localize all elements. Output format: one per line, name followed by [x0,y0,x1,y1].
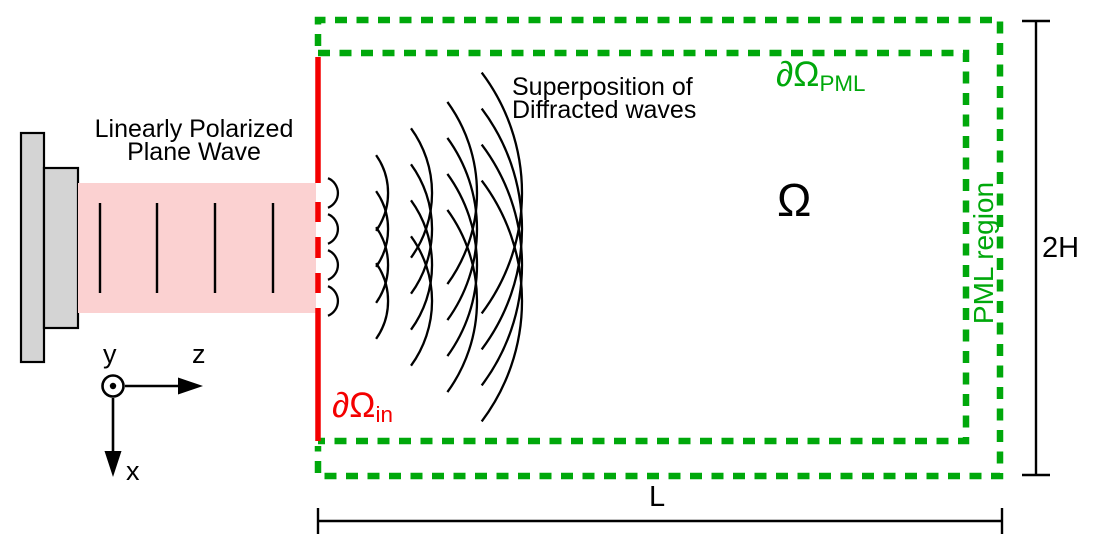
diffracted-wave-arc [327,177,340,209]
pml-boundary-label: ∂ΩPML [776,55,866,95]
plane-wave-label-line1: Linearly Polarized [94,115,294,143]
diffracted-wave-arc [446,137,479,321]
diffracted-wave-arc [327,213,340,245]
diffracted-wave-arcs [327,71,524,423]
diffracted-wave-arc [375,190,390,268]
diffracted-wave-arc [480,71,524,315]
length-dimension-line [316,508,1004,534]
diffracted-wave-arc [410,163,434,295]
diffracted-wave-arc [375,226,390,304]
wavefront-lines [98,203,275,293]
pml-region-label: PML region [968,181,999,325]
diffracted-wave-arc [410,199,434,331]
y-axis-origin-dot-icon [109,382,117,390]
inlet-boundary-subscript: in [375,401,393,427]
axis-x-label: x [126,456,140,486]
diffracted-wave-arc [327,285,340,317]
diffracted-wave-arc [410,127,434,259]
superposition-label-line1: Superposition of [512,73,693,101]
length-dim-label: L [649,481,666,513]
incident-beam [78,183,316,313]
height-dimension-line [1022,19,1050,477]
axis-y-label: y [103,339,117,369]
inner-domain-boundary [318,49,970,445]
diffracted-wave-arc [446,101,479,285]
x-axis-arrowhead-icon [104,451,122,477]
diffracted-wave-arc [480,143,524,387]
inlet-boundary-label: ∂Ωin [332,386,393,426]
outer-pml-boundary [314,16,1004,480]
plane-wave-label: Linearly Polarized Plane Wave [94,115,294,166]
diffracted-wave-arc [327,249,340,281]
diffracted-wave-arc [480,107,524,351]
height-dim-label: 2H [1042,232,1080,264]
diffracted-wave-arc [410,235,434,367]
coordinate-axes [101,374,203,477]
axis-z-label: z [192,339,206,369]
diffracted-wave-arc [375,154,390,232]
superposition-label-line2: Diffracted waves [512,96,697,124]
diffracted-wave-arc [480,179,524,423]
source-plate-front [42,166,80,330]
pml-boundary-subscript: PML [819,70,866,96]
inlet-boundary-symbol: ∂Ω [332,386,376,425]
domain-omega-label: Ω [777,174,812,226]
pml-boundary-symbol: ∂Ω [776,55,820,94]
diffracted-wave-arc [375,262,390,340]
source-plate-back [19,131,46,364]
diffracted-wave-arc [446,173,479,357]
plane-wave-label-line2: Plane Wave [127,138,261,166]
superposition-label: Superposition of Diffracted waves [512,73,697,124]
diffracted-wave-arc [446,209,479,393]
z-axis-arrowhead-icon [178,377,203,395]
